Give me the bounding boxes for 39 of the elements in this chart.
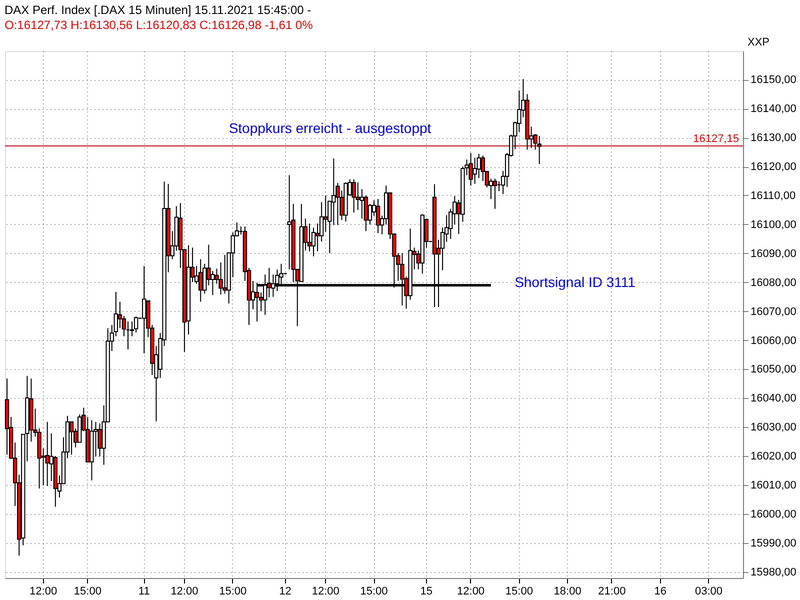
x-tick-label: 15:00 <box>505 586 533 598</box>
x-tick-label: 15 <box>420 586 433 598</box>
y-tick-label: 16010,00 <box>750 480 796 492</box>
x-tick-label: 11 <box>138 586 150 598</box>
x-tick-label: 03:00 <box>694 586 722 598</box>
y-tick-label: 16000,00 <box>750 508 796 521</box>
chart-title: DAX Perf. Index [.DAX 15 Minuten] 15.11.2021 15:45:00 - <box>4 3 312 17</box>
chart-subtitle: O:16127,73 H:16130,56 L:16120,83 C:16126,98 -1,61 0% <box>4 18 314 32</box>
y-tick-label: 16030,00 <box>750 422 796 434</box>
annotation: Shortsignal ID 3111 <box>514 274 636 290</box>
ref-line-label: 16127,15 <box>693 132 739 145</box>
x-tick-label: 15:00 <box>74 586 102 598</box>
y-tick-label: 16150,00 <box>750 74 796 86</box>
x-tick-label: 15:00 <box>219 586 247 598</box>
y-tick-label: 16120,00 <box>750 161 796 174</box>
x-tick-label: 12 <box>279 586 292 598</box>
x-tick-label: 12:00 <box>30 586 58 598</box>
x-tick-label: 21:00 <box>598 586 626 598</box>
y-axis-title: XXP <box>748 36 770 48</box>
y-tick-label: 16070,00 <box>750 306 796 318</box>
y-tick-label: 16050,00 <box>750 364 796 376</box>
y-tick-label: 16110,00 <box>750 190 796 202</box>
y-tick-label: 16020,00 <box>750 450 796 463</box>
y-tick-label: 16060,00 <box>750 334 796 347</box>
y-tick-label: 15980,00 <box>750 566 796 578</box>
y-tick-label: 16130,00 <box>750 132 796 144</box>
annotation: Stoppkurs erreicht - ausgestoppt <box>228 120 432 136</box>
x-tick-label: 12:00 <box>457 586 485 598</box>
x-tick-label: 15:00 <box>360 586 388 598</box>
y-tick-label: 16140,00 <box>750 103 796 116</box>
x-tick-label: 16 <box>654 586 666 598</box>
y-tick-label: 16040,00 <box>750 392 796 405</box>
x-tick-label: 12:00 <box>312 586 340 598</box>
y-tick-label: 16080,00 <box>750 276 796 289</box>
x-tick-label: 12:00 <box>170 586 198 598</box>
x-tick-label: 18:00 <box>554 586 582 598</box>
y-tick-label: 15990,00 <box>750 537 796 550</box>
y-tick-label: 16100,00 <box>750 218 796 231</box>
y-tick-label: 16090,00 <box>750 248 796 260</box>
